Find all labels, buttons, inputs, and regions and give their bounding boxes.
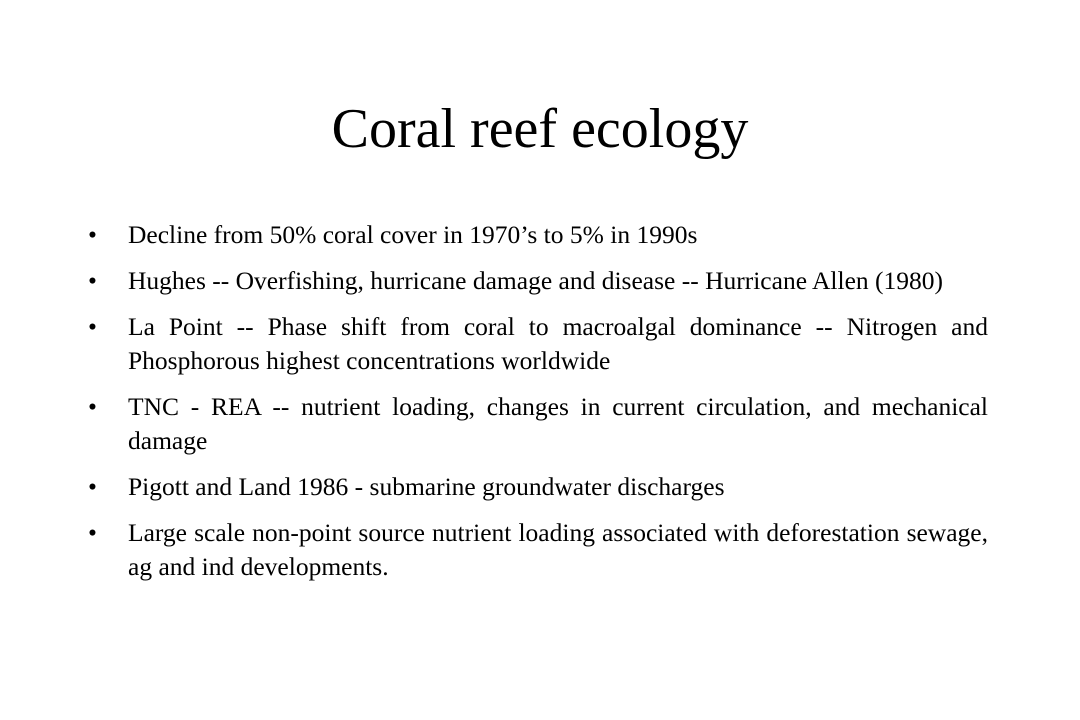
bullet-text: Pigott and Land 1986 - submarine groundw…: [128, 472, 725, 501]
bullet-item: • Pigott and Land 1986 - submarine groun…: [88, 470, 988, 504]
bullet-text: Decline from 50% coral cover in 1970’s t…: [128, 220, 698, 249]
bullet-dot-icon: •: [88, 220, 97, 249]
bullet-dot-icon: •: [88, 392, 97, 421]
bullet-item: • TNC - REA -- nutrient loading, changes…: [88, 390, 988, 458]
bullet-text: Hughes -- Overfishing, hurricane damage …: [128, 266, 943, 295]
bullet-list: • Decline from 50% coral cover in 1970’s…: [88, 218, 988, 596]
bullet-item: • Large scale non-point source nutrient …: [88, 516, 988, 584]
bullet-item: • Hughes -- Overfishing, hurricane damag…: [88, 264, 988, 298]
bullet-dot-icon: •: [88, 518, 97, 547]
slide-title: Coral reef ecology: [331, 98, 749, 160]
bullet-dot-icon: •: [88, 266, 97, 295]
bullet-item: • Decline from 50% coral cover in 1970’s…: [88, 218, 988, 252]
bullet-text: Large scale non-point source nutrient lo…: [128, 518, 988, 581]
bullet-text: La Point -- Phase shift from coral to ma…: [128, 312, 988, 375]
bullet-text: TNC - REA -- nutrient loading, changes i…: [128, 392, 988, 455]
bullet-dot-icon: •: [88, 312, 97, 341]
bullet-dot-icon: •: [88, 472, 97, 501]
bullet-item: • La Point -- Phase shift from coral to …: [88, 310, 988, 378]
